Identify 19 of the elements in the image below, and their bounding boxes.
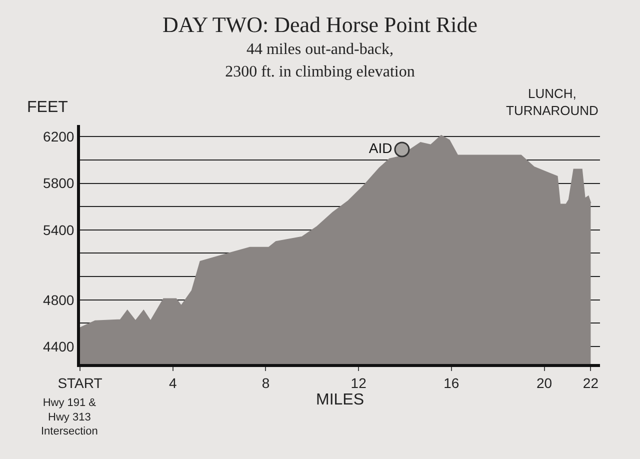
y-tick-label: 5800 <box>43 175 74 192</box>
y-tick-label: 5400 <box>43 222 74 238</box>
x-tick-label: 16 <box>444 374 460 391</box>
x-tick-label: 8 <box>262 374 270 391</box>
x-tick-label: 20 <box>536 374 552 391</box>
y-tick-label: 4400 <box>43 338 74 354</box>
series-label: AID <box>368 140 392 156</box>
chart-subtitle: 44 miles out-and-back, 2300 ft. in climbing elevation <box>225 41 415 80</box>
x-tick-label: START <box>58 374 103 391</box>
chart-title: DAY TWO: Dead Horse Point Ride <box>162 12 478 38</box>
x-tick-label: 4 <box>168 374 177 391</box>
y-tick-label: 4800 <box>43 292 74 308</box>
x-tick-label: 12 <box>350 374 367 391</box>
text: LUNCH, TURNAROUND <box>506 86 598 118</box>
x-tick-label: 22 <box>582 374 599 391</box>
y-tick-label: 6200 <box>43 128 74 145</box>
y-axis-title: FEET <box>27 99 68 116</box>
text: Hwy 191 & Hwy 313 Intersection <box>41 397 98 438</box>
x-axis-title: MILES <box>316 392 364 408</box>
